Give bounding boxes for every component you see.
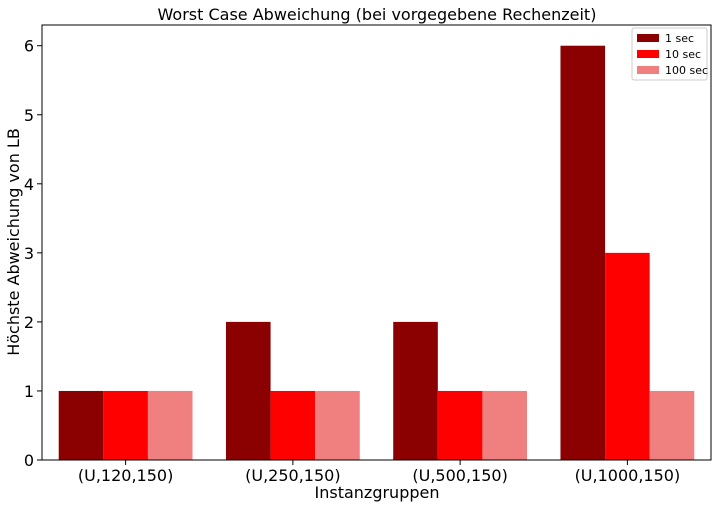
y-axis-label: Höchste Abweichung von LB (4, 128, 23, 356)
legend-label: 1 sec (665, 32, 694, 45)
bars-group (58, 45, 695, 460)
bar-1-sec-0 (58, 390, 104, 460)
bar-10-sec-2 (437, 390, 483, 460)
bar-1-sec-1 (225, 321, 271, 460)
bar-100-sec-1 (315, 390, 360, 460)
y-tick-label: 2 (24, 313, 34, 332)
x-tick-label: (U,500,150) (412, 466, 507, 485)
x-tick-label: (U,250,150) (245, 466, 340, 485)
bar-1-sec-2 (393, 321, 438, 460)
plot-frame (41, 24, 712, 461)
bar-1-sec-3 (560, 45, 606, 460)
y-tick-label: 5 (24, 106, 34, 125)
legend-label: 10 sec (665, 48, 701, 61)
y-tick-label: 1 (24, 382, 34, 401)
y-tick-label: 3 (24, 244, 34, 263)
legend-label: 100 sec (665, 64, 708, 77)
legend-swatch (637, 34, 659, 42)
bar-100-sec-2 (482, 390, 528, 460)
legend: 1 sec 10 sec 100 sec (631, 27, 708, 81)
legend-swatch (637, 50, 659, 58)
x-axis-label: Instanzgruppen (315, 483, 440, 502)
chart-title: Worst Case Abweichung (bei vorgegebene R… (158, 5, 597, 24)
x-tick-label: (U,1000,150) (575, 466, 681, 485)
x-axis: (U,120,150) (U,250,150) (U,500,150) (U,1000… (78, 460, 680, 485)
x-tick-label: (U,120,150) (78, 466, 173, 485)
y-tick-label: 4 (24, 175, 34, 194)
y-tick-label: 0 (24, 451, 34, 470)
bar-100-sec-0 (147, 390, 193, 460)
legend-swatch (637, 66, 659, 74)
bar-10-sec-0 (103, 390, 148, 460)
y-tick-label: 6 (24, 37, 34, 56)
bar-100-sec-3 (649, 390, 695, 460)
bar-10-sec-3 (605, 252, 650, 460)
y-axis: 0 1 2 3 4 5 6 (24, 37, 42, 470)
bar-10-sec-1 (270, 390, 316, 460)
